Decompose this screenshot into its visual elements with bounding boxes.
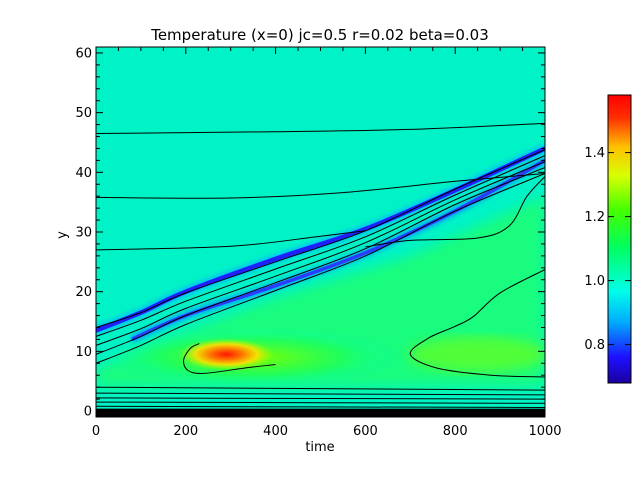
y-tick-label: 10: [75, 345, 92, 360]
x-tick-label: 200: [173, 424, 198, 439]
y-tick-label: 20: [75, 285, 92, 300]
x-tick-label: 0: [92, 424, 100, 439]
y-tick-label: 40: [75, 166, 92, 181]
y-tick-label: 30: [75, 226, 92, 241]
contour-line: [96, 173, 545, 364]
contour-line: [365, 176, 545, 248]
colorbar-tick-label: 1.2: [584, 210, 605, 225]
contour-line: [96, 397, 545, 400]
colorbar-scale: [607, 94, 632, 384]
colorbar-tick-label: 0.8: [584, 338, 605, 353]
hot-spot: [178, 338, 275, 371]
contour-line: [96, 173, 545, 199]
x-axis-label: time: [305, 440, 334, 455]
x-tick-label: 800: [443, 424, 468, 439]
y-axis: 0 10 20 30 40 50 60: [75, 46, 545, 420]
contour-line: [96, 161, 545, 346]
x-tick-label: 400: [263, 424, 288, 439]
colorbar-tick-label: 1.0: [584, 274, 605, 289]
boundary-layer: [96, 408, 545, 417]
contour-lines: [96, 122, 545, 417]
contour-line: [96, 122, 545, 134]
warm-glow-right: [407, 336, 545, 373]
contour-line: [409, 269, 545, 378]
y-axis-label: y: [55, 231, 70, 239]
contour-line: [96, 155, 545, 337]
y-tick-label: 50: [75, 106, 92, 121]
contour-line: [183, 343, 276, 374]
plot-area: [96, 47, 545, 417]
contour-line: [96, 386, 545, 391]
y-tick-label: 0: [84, 405, 92, 420]
contour-line: [96, 392, 545, 396]
contour-line: [96, 167, 545, 355]
chart-title: Temperature (x=0) jc=0.5 r=0.02 beta=0.0…: [150, 26, 489, 44]
x-axis: 0 200 400 600 800 1000: [92, 47, 562, 439]
colorbar-tick-label: 1.4: [584, 146, 605, 161]
contour-line: [96, 405, 545, 408]
colorbar: 0.8 1.0 1.2 1.4: [584, 94, 632, 384]
contour-line: [96, 149, 545, 328]
contour-line: [96, 401, 545, 404]
y-tick-label: 60: [75, 46, 92, 61]
contour-line: [96, 230, 366, 251]
x-tick-label: 600: [353, 424, 378, 439]
x-tick-label: 1000: [528, 424, 561, 439]
